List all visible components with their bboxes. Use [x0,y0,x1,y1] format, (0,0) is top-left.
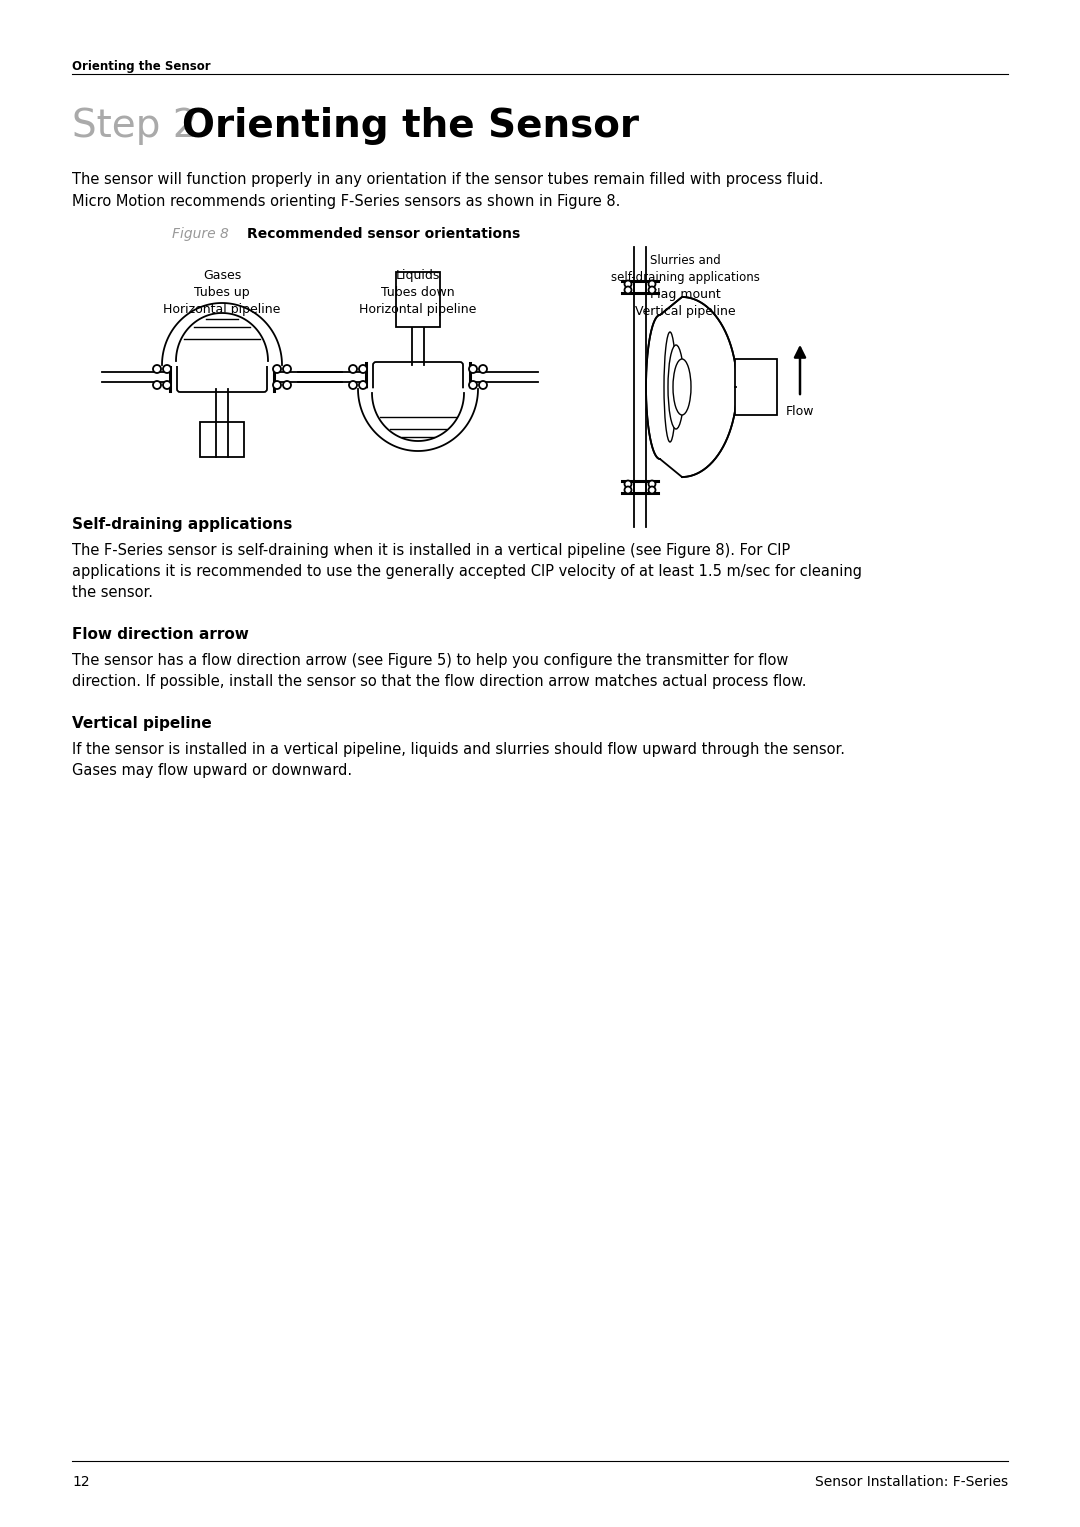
Circle shape [359,365,367,373]
Polygon shape [357,389,478,450]
Text: Tubes up: Tubes up [194,286,249,299]
Text: Slurries and: Slurries and [650,253,720,267]
Circle shape [163,365,171,373]
Circle shape [469,365,477,373]
Circle shape [273,365,281,373]
Text: Vertical pipeline: Vertical pipeline [635,305,735,318]
Text: Self-draining applications: Self-draining applications [72,518,293,531]
Polygon shape [372,392,464,441]
Text: Liquids: Liquids [395,269,441,282]
FancyBboxPatch shape [177,362,267,392]
Circle shape [283,365,291,373]
Circle shape [283,382,291,389]
Text: Flag mount: Flag mount [650,289,720,301]
Circle shape [359,382,367,389]
Circle shape [648,487,656,493]
Circle shape [349,382,357,389]
Circle shape [273,382,281,389]
Ellipse shape [669,345,684,429]
Text: The F-Series sensor is self-draining when it is installed in a vertical pipeline: The F-Series sensor is self-draining whe… [72,544,791,557]
FancyBboxPatch shape [200,421,244,457]
Text: Gases: Gases [203,269,241,282]
Text: Step 2: Step 2 [72,107,198,145]
Circle shape [153,365,161,373]
Text: 12: 12 [72,1475,90,1489]
Text: Sensor Installation: F-Series: Sensor Installation: F-Series [815,1475,1008,1489]
Circle shape [349,365,357,373]
Text: Gases may flow upward or downward.: Gases may flow upward or downward. [72,764,352,777]
Circle shape [648,481,656,487]
Text: direction. If possible, install the sensor so that the flow direction arrow matc: direction. If possible, install the sens… [72,673,807,689]
Text: Recommended sensor orientations: Recommended sensor orientations [247,228,521,241]
Circle shape [648,287,656,293]
Text: Orienting the Sensor: Orienting the Sensor [183,107,639,145]
Text: self-draining applications: self-draining applications [610,270,759,284]
Text: Figure 8: Figure 8 [172,228,229,241]
Text: applications it is recommended to use the generally accepted CIP velocity of at : applications it is recommended to use th… [72,563,862,579]
Text: Vertical pipeline: Vertical pipeline [72,716,212,731]
Text: Orienting the Sensor: Orienting the Sensor [72,60,211,73]
Text: The sensor has a flow direction arrow (see Figure 5) to help you configure the t: The sensor has a flow direction arrow (s… [72,654,788,667]
Circle shape [624,487,632,493]
Circle shape [624,481,632,487]
Text: If the sensor is installed in a vertical pipeline, liquids and slurries should f: If the sensor is installed in a vertical… [72,742,845,757]
Circle shape [480,382,487,389]
Ellipse shape [673,359,691,415]
Circle shape [624,281,632,287]
Circle shape [648,281,656,287]
Circle shape [480,365,487,373]
Circle shape [469,382,477,389]
Ellipse shape [664,331,676,441]
Text: Flow direction arrow: Flow direction arrow [72,628,248,641]
Circle shape [153,382,161,389]
Text: The sensor will function properly in any orientation if the sensor tubes remain : The sensor will function properly in any… [72,173,824,186]
Text: Horizontal pipeline: Horizontal pipeline [163,302,281,316]
FancyBboxPatch shape [735,359,777,415]
Text: Micro Motion recommends orienting F-Series sensors as shown in Figure 8.: Micro Motion recommends orienting F-Seri… [72,194,620,209]
FancyBboxPatch shape [396,272,440,327]
Polygon shape [162,302,282,365]
Text: the sensor.: the sensor. [72,585,153,600]
Polygon shape [646,296,737,476]
Text: Horizontal pipeline: Horizontal pipeline [360,302,476,316]
Circle shape [624,287,632,293]
Circle shape [163,382,171,389]
Polygon shape [176,313,268,360]
Text: Flow: Flow [786,405,814,418]
FancyBboxPatch shape [373,362,463,392]
Text: Tubes down: Tubes down [381,286,455,299]
